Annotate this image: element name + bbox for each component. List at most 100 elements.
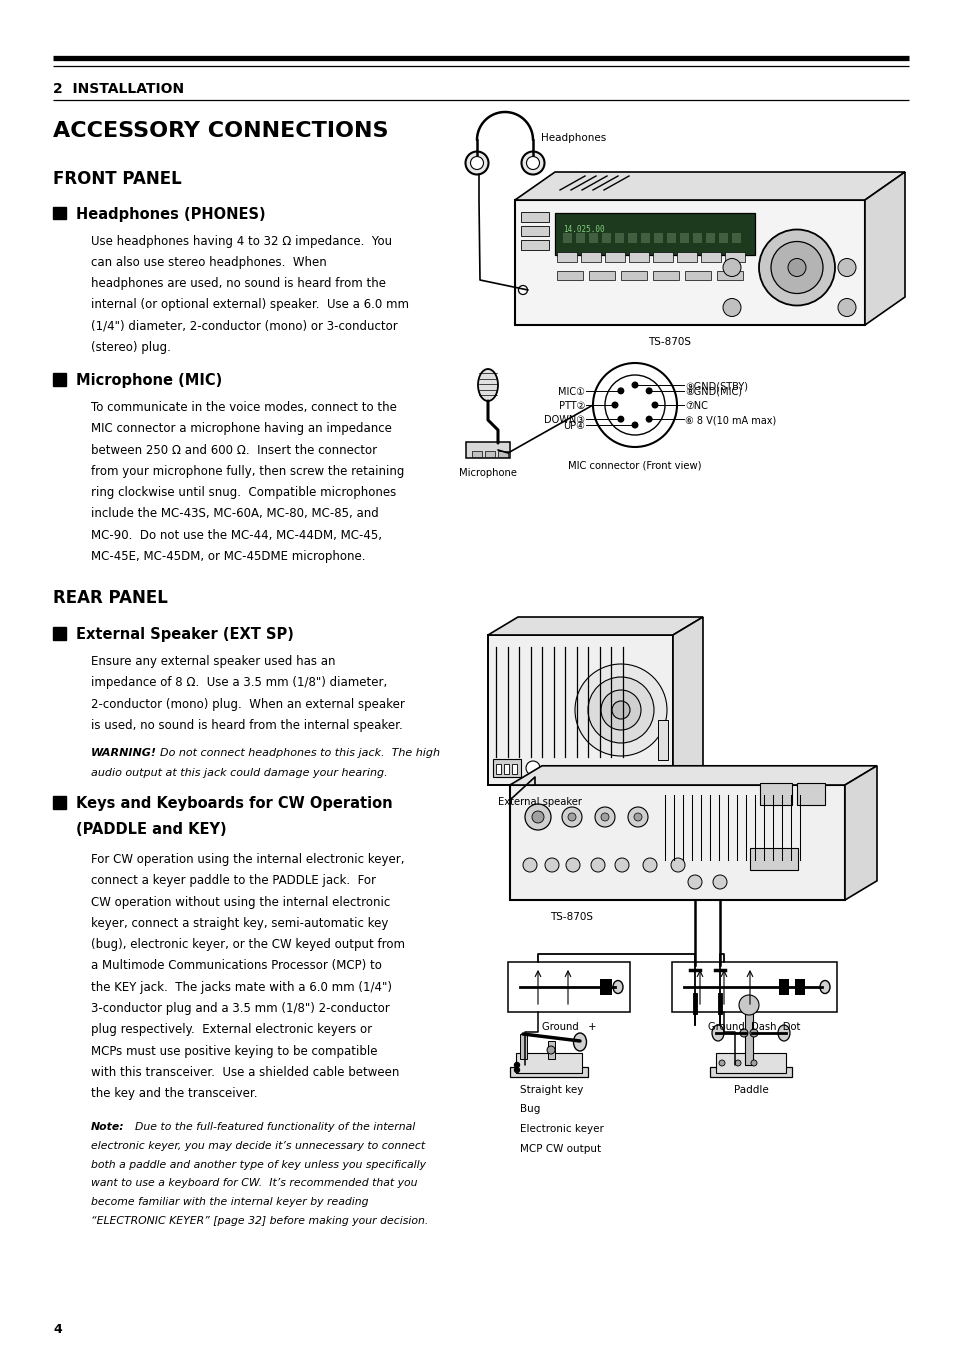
Polygon shape (510, 766, 876, 785)
Text: can also use stereo headphones.  When: can also use stereo headphones. When (91, 255, 327, 269)
Text: UP④: UP④ (562, 422, 584, 431)
Text: Headphones (PHONES): Headphones (PHONES) (76, 207, 265, 222)
Text: ⑨GND(STBY): ⑨GND(STBY) (684, 381, 747, 390)
Text: Microphone: Microphone (458, 467, 517, 478)
Bar (779, 979, 788, 994)
Text: is used, no sound is heard from the internal speaker.: is used, no sound is heard from the inte… (91, 719, 402, 732)
Text: Microphone (MIC): Microphone (MIC) (76, 373, 222, 388)
Bar (716, 1052, 785, 1073)
Text: the key and the transceiver.: the key and the transceiver. (91, 1088, 257, 1100)
Text: ring clockwise until snug.  Compatible microphones: ring clockwise until snug. Compatible mi… (91, 486, 395, 500)
FancyBboxPatch shape (515, 200, 864, 326)
Circle shape (465, 151, 488, 174)
Text: 2-conductor (mono) plug.  When an external speaker: 2-conductor (mono) plug. When an externa… (91, 697, 404, 711)
Text: 4: 4 (53, 1323, 62, 1336)
Circle shape (567, 813, 576, 821)
Text: Keys and Keyboards for CW Operation: Keys and Keyboards for CW Operation (76, 796, 393, 811)
Text: Paddle: Paddle (733, 1085, 767, 1096)
Circle shape (634, 813, 641, 821)
Text: ⑦NC: ⑦NC (684, 401, 707, 411)
Text: FRONT PANEL: FRONT PANEL (53, 170, 182, 188)
Text: PTT②: PTT② (558, 401, 584, 411)
Circle shape (722, 299, 740, 316)
FancyBboxPatch shape (465, 442, 510, 458)
Circle shape (546, 1046, 555, 1054)
Circle shape (521, 151, 544, 174)
Circle shape (615, 858, 628, 871)
Circle shape (646, 416, 651, 422)
Text: Electronic keyer: Electronic keyer (519, 1124, 603, 1133)
Text: impedance of 8 Ω.  Use a 3.5 mm (1/8") diameter,: impedance of 8 Ω. Use a 3.5 mm (1/8") di… (91, 677, 387, 689)
Circle shape (739, 994, 759, 1015)
Bar (705, 232, 714, 243)
Text: internal (or optional external) speaker.  Use a 6.0 mm: internal (or optional external) speaker.… (91, 299, 409, 311)
Text: REAR PANEL: REAR PANEL (53, 589, 168, 607)
Bar (679, 232, 688, 243)
Text: CW operation without using the internal electronic: CW operation without using the internal … (91, 896, 390, 909)
Bar (493, 759, 520, 777)
Text: keyer, connect a straight key, semi-automatic key: keyer, connect a straight key, semi-auto… (91, 917, 388, 929)
Circle shape (632, 423, 638, 428)
Bar (654, 232, 662, 243)
Text: connect a keyer paddle to the PADDLE jack.  For: connect a keyer paddle to the PADDLE jac… (91, 874, 375, 888)
Bar (519, 1034, 526, 1059)
Bar (562, 232, 572, 243)
Circle shape (722, 258, 740, 277)
Bar (555, 213, 754, 255)
Text: ACCESSORY CONNECTIONS: ACCESSORY CONNECTIONS (53, 122, 388, 141)
Text: the KEY jack.  The jacks mate with a 6.0 mm (1/4"): the KEY jack. The jacks mate with a 6.0 … (91, 981, 392, 994)
Circle shape (612, 701, 629, 719)
Bar (507, 962, 629, 1012)
Circle shape (561, 807, 581, 827)
Text: Use headphones having 4 to 32 Ω impedance.  You: Use headphones having 4 to 32 Ω impedanc… (91, 235, 392, 247)
Bar (53, 627, 66, 639)
Bar (580, 253, 600, 262)
Circle shape (612, 403, 618, 408)
Bar (520, 226, 548, 236)
Bar (731, 232, 740, 243)
Circle shape (670, 858, 684, 871)
Text: include the MC-43S, MC-60A, MC-80, MC-85, and: include the MC-43S, MC-60A, MC-80, MC-85… (91, 508, 378, 520)
Text: ⑥ 8 V(10 mA max): ⑥ 8 V(10 mA max) (684, 415, 776, 426)
Bar (689, 965, 700, 994)
Circle shape (518, 285, 527, 295)
Circle shape (604, 376, 664, 435)
Bar (714, 965, 724, 994)
Circle shape (526, 157, 539, 169)
Bar (496, 765, 500, 774)
Circle shape (575, 663, 666, 757)
Text: MC-90.  Do not use the MC-44, MC-44DM, MC-45,: MC-90. Do not use the MC-44, MC-44DM, MC… (91, 528, 381, 542)
Bar (512, 765, 517, 774)
Circle shape (627, 807, 647, 827)
Bar (557, 272, 582, 280)
Bar (484, 451, 495, 457)
Polygon shape (864, 172, 904, 326)
Bar (666, 232, 676, 243)
Text: 2  INSTALLATION: 2 INSTALLATION (53, 82, 184, 96)
Text: (PADDLE and KEY): (PADDLE and KEY) (76, 823, 227, 838)
Bar (744, 1011, 752, 1065)
Text: ⑧GND(MIC): ⑧GND(MIC) (684, 386, 741, 397)
Circle shape (544, 858, 558, 871)
Circle shape (770, 242, 822, 293)
Ellipse shape (778, 1025, 789, 1042)
Text: (stereo) plug.: (stereo) plug. (91, 340, 171, 354)
Text: electronic keyer, you may decide it’s unnecessary to connect: electronic keyer, you may decide it’s un… (91, 1140, 425, 1151)
Bar (671, 962, 836, 1012)
Bar (604, 253, 624, 262)
Circle shape (600, 690, 640, 730)
Bar (684, 272, 710, 280)
Bar (520, 240, 548, 250)
Polygon shape (672, 617, 702, 785)
Text: become familiar with the internal keyer by reading: become familiar with the internal keyer … (91, 1197, 368, 1208)
Circle shape (514, 1067, 519, 1073)
Text: Bug: Bug (519, 1105, 539, 1115)
Bar (627, 232, 637, 243)
Text: WARNING!: WARNING! (91, 748, 157, 758)
Text: MCP CW output: MCP CW output (519, 1143, 600, 1154)
Circle shape (524, 804, 551, 830)
Text: 14.025.00: 14.025.00 (562, 226, 604, 234)
Text: (1/4") diameter, 2-conductor (mono) or 3-conductor: (1/4") diameter, 2-conductor (mono) or 3… (91, 320, 397, 332)
Text: audio output at this jack could damage your hearing.: audio output at this jack could damage y… (91, 769, 387, 778)
Bar (796, 784, 824, 805)
